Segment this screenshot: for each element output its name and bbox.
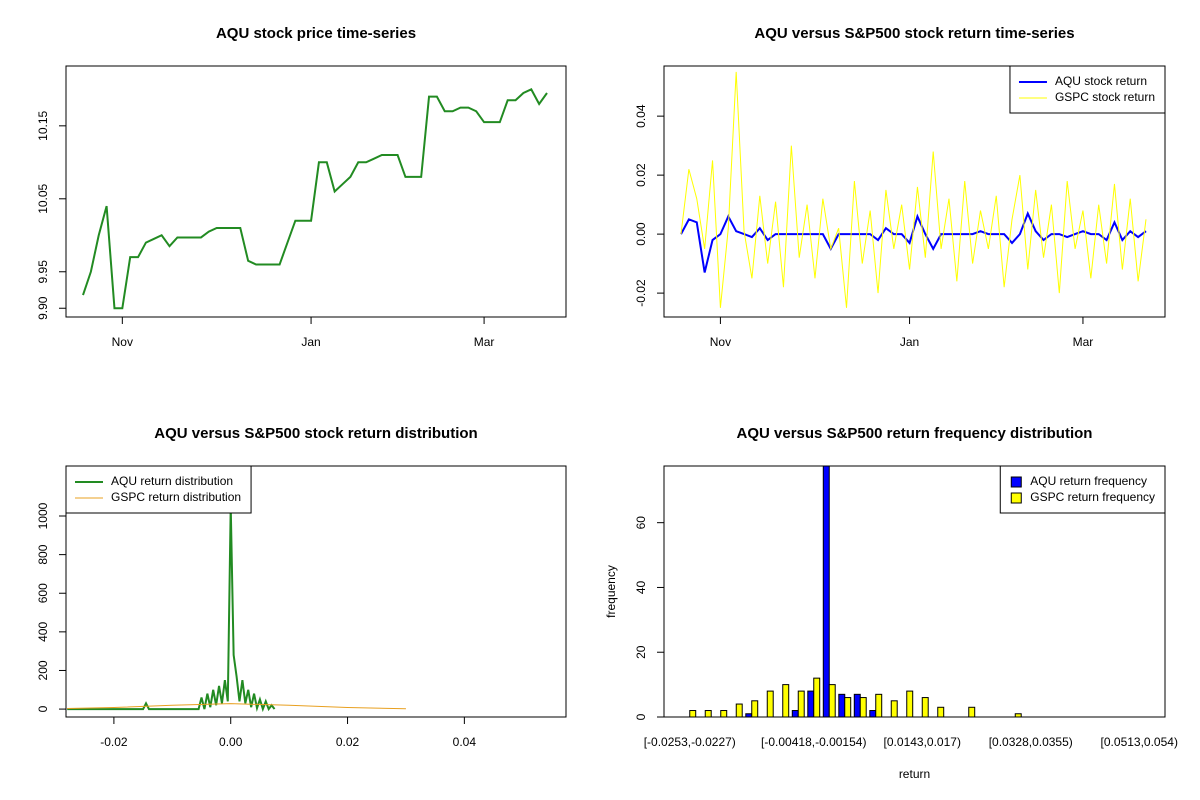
bar (828, 684, 836, 717)
bar (890, 700, 898, 717)
x-tick-label: Mar (1073, 335, 1094, 349)
legend-label: GSPC return frequency (1030, 490, 1155, 504)
series-line (680, 71, 1147, 308)
legend: AQU return frequency GSPC return frequenc… (999, 465, 1166, 514)
y-tick-label: 40 (634, 580, 648, 594)
bar (822, 466, 830, 717)
y-tick-label: 400 (36, 622, 50, 642)
bar (735, 703, 743, 717)
legend-box (999, 465, 1166, 514)
bar (751, 700, 759, 717)
y-tick-label: 0.02 (634, 163, 648, 187)
legend-label: AQU return frequency (1030, 474, 1147, 488)
x-tick-label: Mar (474, 335, 495, 349)
bar (813, 677, 821, 717)
x-tick-label: [0.0513,0.054) (1101, 735, 1178, 749)
bar (838, 693, 846, 717)
y-tick-label: 20 (634, 645, 648, 659)
legend: AQU stock return GSPC stock return (1009, 65, 1166, 114)
y-tick-label: 600 (36, 583, 50, 603)
plot-frame (65, 465, 567, 718)
plot-frame (663, 65, 1166, 318)
legend-label: AQU return distribution (111, 474, 233, 488)
y-tick-label: 0.04 (634, 104, 648, 128)
bar (853, 693, 861, 717)
x-tick-label: [0.0143,0.017) (884, 735, 961, 749)
y-axis-label: frequency (604, 565, 618, 618)
y-tick-label: 0 (634, 713, 648, 720)
legend-swatch (1010, 492, 1022, 504)
bar (859, 697, 867, 717)
legend-box (65, 465, 252, 514)
bar (937, 706, 945, 717)
y-tick-label: -0.02 (634, 279, 648, 307)
bar (1014, 713, 1022, 717)
bar (968, 706, 976, 717)
x-tick-label: [-0.00418,-0.00154) (761, 735, 866, 749)
bar (921, 697, 929, 717)
bar (844, 697, 852, 717)
legend-box (1009, 65, 1166, 114)
chart-title: AQU versus S&P500 stock return distribut… (154, 425, 477, 442)
x-tick-label: 0.04 (453, 735, 477, 749)
bar (689, 710, 697, 717)
x-tick-label: -0.02 (100, 735, 128, 749)
x-tick-label: 0.02 (336, 735, 360, 749)
legend-label: AQU stock return (1055, 74, 1147, 88)
series-line (67, 703, 406, 710)
y-tick-label: 9.95 (36, 260, 50, 284)
chart-title: AQU versus S&P500 return frequency distr… (737, 425, 1093, 442)
plot-frame (65, 65, 567, 318)
x-tick-label: Nov (710, 335, 731, 349)
bar (766, 690, 774, 717)
bar (782, 684, 790, 717)
bar (791, 710, 799, 717)
bar (807, 690, 815, 717)
y-tick-label: 60 (634, 516, 648, 530)
chart-title: AQU versus S&P500 stock return time-seri… (754, 25, 1074, 42)
bar (906, 690, 914, 717)
x-tick-label: Jan (900, 335, 919, 349)
y-tick-label: 200 (36, 660, 50, 680)
bar (875, 693, 883, 717)
x-tick-label: [-0.0253,-0.0227) (644, 735, 736, 749)
y-tick-label: 1000 (36, 502, 50, 529)
bar (704, 710, 712, 717)
y-tick-label: 0 (36, 705, 50, 712)
y-tick-label: 10.05 (36, 183, 50, 213)
y-tick-label: 9.90 (36, 296, 50, 320)
legend-label: GSPC stock return (1055, 90, 1155, 104)
x-tick-label: Jan (301, 335, 320, 349)
legend-swatch (1010, 476, 1022, 488)
chart-title: AQU stock price time-series (216, 25, 416, 42)
y-tick-label: 0.00 (634, 222, 648, 246)
bar (720, 710, 728, 717)
legend-label: GSPC return distribution (111, 490, 241, 504)
y-tick-label: 800 (36, 544, 50, 564)
x-axis-label: return (899, 767, 930, 781)
x-tick-label: 0.00 (219, 735, 243, 749)
y-tick-label: 10.15 (36, 110, 50, 140)
bar (797, 690, 805, 717)
series-line (67, 506, 276, 713)
plot-frame (663, 465, 1166, 718)
series-line (82, 88, 548, 310)
x-tick-label: Nov (112, 335, 133, 349)
bar (869, 710, 877, 717)
x-tick-label: [0.0328,0.0355) (989, 735, 1073, 749)
legend: AQU return distribution GSPC return distr… (65, 465, 252, 514)
